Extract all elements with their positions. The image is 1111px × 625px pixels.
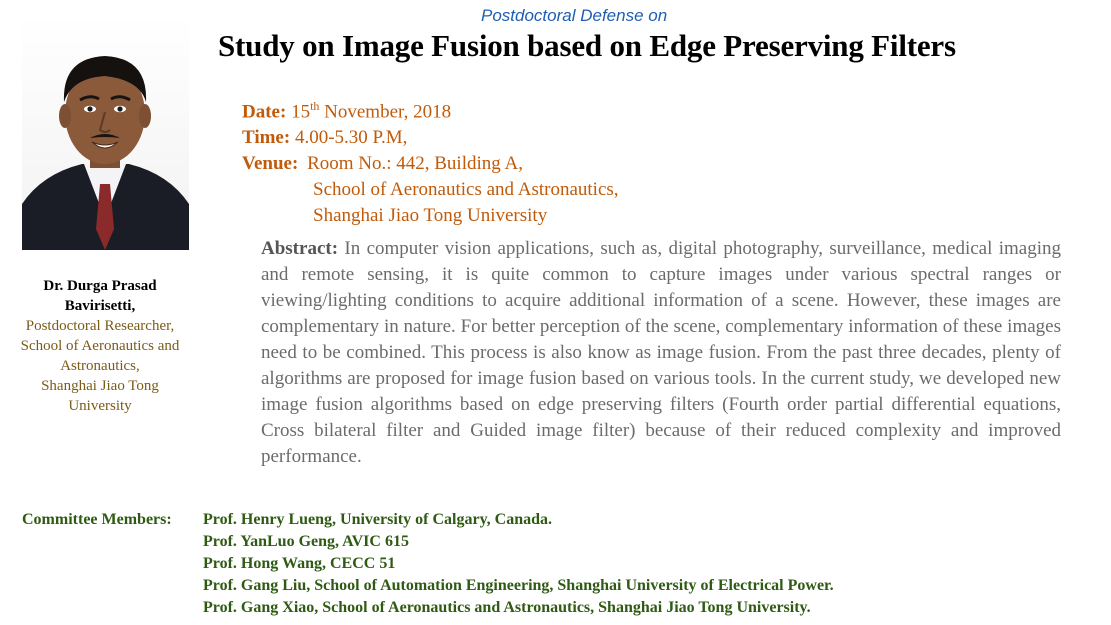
committee-member: Prof. Henry Lueng, University of Calgary…	[203, 511, 553, 528]
committee-label: Committee Members:	[22, 511, 172, 528]
time-label: Time:	[242, 127, 291, 149]
event-details: Date: 15th November, 2018 Time: 4.00-5.3…	[242, 93, 762, 229]
abstract: Abstract: In computer vision application…	[261, 236, 1061, 470]
time-value: 4.00-5.30 P.M,	[294, 127, 408, 149]
abstract-text: In computer vision applications, such as…	[261, 238, 1061, 467]
venue-row: Venue: Room No.: 442, Building A,	[242, 151, 762, 177]
date-suffix: th	[310, 99, 320, 113]
portrait-illustration	[22, 14, 189, 250]
committee-member: Prof. Gang Xiao, School of Aeronautics a…	[203, 599, 811, 616]
speaker-affiliation-line4: University	[68, 398, 132, 414]
speaker-role: Postdoctoral Researcher,	[25, 318, 175, 334]
speaker-caption: Dr. Durga Prasad Bavirisetti, Postdoctor…	[5, 276, 195, 416]
event-subtitle: Postdoctoral Defense on	[481, 6, 668, 25]
venue-label: Venue:	[242, 153, 299, 175]
date-label: Date:	[242, 101, 287, 123]
speaker-affiliation-line2: Astronautics,	[60, 358, 140, 374]
hair	[63, 56, 147, 102]
date-rest: November, 2018	[324, 101, 452, 123]
tie	[96, 184, 114, 250]
speaker-affiliation-line1: School of Aeronautics and	[20, 338, 180, 354]
committee-member: Prof. Gang Liu, School of Automation Eng…	[203, 577, 834, 594]
committee-members: Prof. Henry Lueng, University of Calgary…	[203, 509, 1103, 619]
speaker-name-line1: Dr. Durga Prasad	[43, 278, 157, 294]
committee-member: Prof. YanLuo Geng, AVIC 615	[203, 533, 409, 550]
speaker-name-line2: Bavirisetti,	[64, 298, 136, 314]
date-row: Date: 15th November, 2018	[242, 93, 762, 125]
speaker-affiliation-line3: Shanghai Jiao Tong	[41, 378, 159, 394]
date-day: 15	[291, 101, 311, 123]
page-title: Study on Image Fusion based on Edge Pres…	[218, 28, 956, 63]
venue-line3: Shanghai Jiao Tong University	[313, 205, 548, 227]
abstract-label: Abstract:	[261, 238, 339, 259]
venue-line2: School of Aeronautics and Astronautics,	[313, 179, 619, 201]
time-row: Time: 4.00-5.30 P.M,	[242, 125, 762, 151]
speaker-photo	[22, 14, 189, 250]
venue-line1: Room No.: 442, Building A,	[307, 153, 523, 175]
committee-member: Prof. Hong Wang, CECC 51	[203, 555, 396, 572]
